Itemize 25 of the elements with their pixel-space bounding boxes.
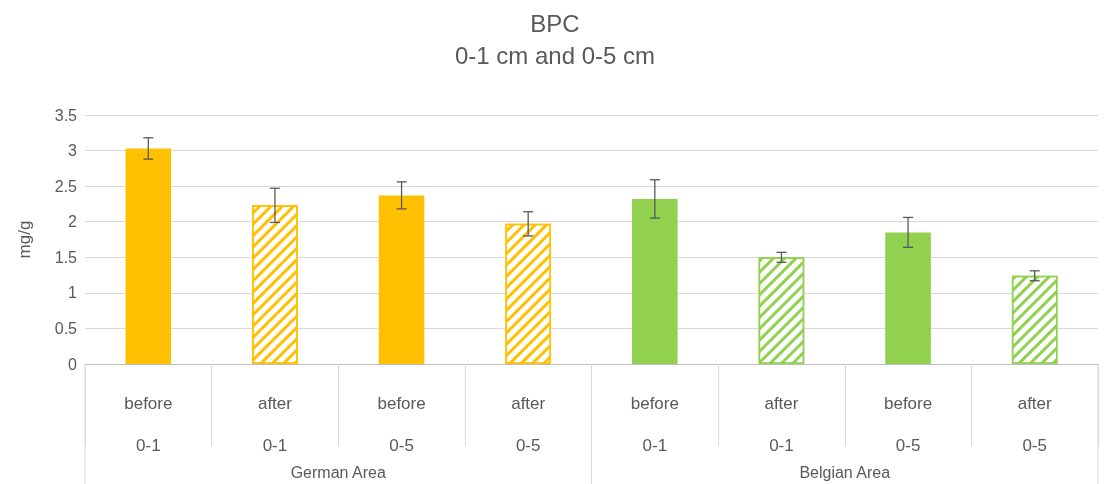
- y-tick-label: 1: [68, 284, 78, 302]
- category-label: before 0-1: [124, 393, 173, 455]
- y-tick-label: 0.5: [54, 319, 78, 337]
- text: Belgian Area: [799, 463, 891, 481]
- y-tick-label: 2.5: [54, 177, 78, 195]
- category-label: after 0-1: [764, 393, 799, 455]
- bar: [885, 232, 931, 364]
- category-label: before 0-5: [377, 393, 426, 455]
- text: German Area: [290, 463, 386, 481]
- bar: [125, 148, 172, 364]
- y-tick-label: 3: [68, 142, 78, 160]
- chart-subtitle: 0-1 cm and 0-5 cm: [454, 41, 656, 69]
- y-axis-title: mg/g: [15, 220, 34, 259]
- y-tick-label: 3.5: [54, 106, 78, 124]
- y-tick-label: 2: [68, 213, 78, 231]
- bar: [378, 195, 425, 364]
- category-label: before 0-1: [630, 393, 679, 455]
- category-label: before 0-5: [883, 393, 933, 455]
- bar: [632, 198, 678, 364]
- category-label: after 0-5: [511, 393, 546, 455]
- y-tick-label: 1.5: [54, 248, 78, 266]
- chart-title: BPC: [530, 9, 580, 37]
- category-label: after 0-1: [257, 393, 292, 455]
- category-label: after 0-5: [1017, 393, 1052, 455]
- y-tick-label: 0: [68, 355, 78, 373]
